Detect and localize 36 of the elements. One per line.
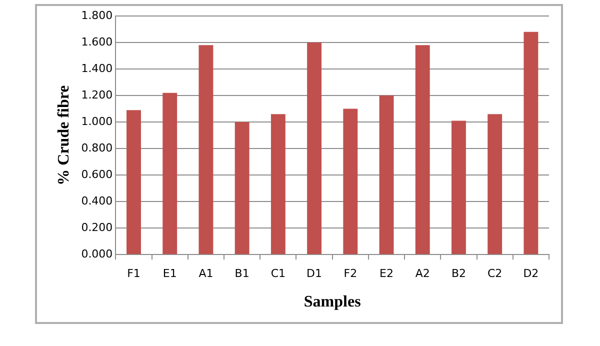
y-tick-label: 0.600 (81, 168, 113, 181)
x-tick-label: E2 (380, 267, 394, 280)
x-tick-label: B1 (234, 267, 250, 280)
x-tick-label: A1 (198, 267, 214, 280)
x-tick-label: E1 (162, 267, 177, 280)
bar (234, 122, 250, 254)
y-tick-label: 1.000 (81, 114, 113, 128)
x-tick-label: C2 (487, 267, 502, 280)
x-tick-label: D1 (306, 267, 322, 280)
x-tick-label: B2 (451, 267, 466, 280)
x-tick-label: D2 (523, 267, 539, 280)
y-tick-label: 0.000 (81, 247, 113, 260)
y-tick-label: 0.800 (81, 141, 113, 154)
y-tick-label: 1.200 (81, 88, 113, 102)
bar (379, 96, 394, 254)
y-tick-label: 0.200 (81, 220, 113, 234)
y-tick-label: 1.800 (81, 8, 113, 22)
y-tick-label: 1.400 (81, 62, 113, 75)
x-axis-title: Samples (304, 294, 361, 311)
bar (126, 110, 141, 254)
bar (162, 92, 178, 254)
y-tick-label: 0.400 (81, 194, 113, 208)
bar (307, 42, 322, 254)
x-tick-label: C1 (270, 267, 286, 280)
bar (524, 32, 538, 254)
bar (343, 108, 358, 254)
bar (270, 114, 286, 254)
bar (452, 120, 466, 254)
y-tick-label: 1.600 (81, 35, 113, 48)
bar (488, 114, 502, 254)
y-axis-title: % Crude fibre (56, 85, 73, 186)
bar (198, 45, 214, 254)
x-tick-label: F1 (127, 267, 140, 280)
x-tick-label: A2 (415, 267, 430, 280)
bar (415, 45, 430, 254)
x-tick-label: F2 (344, 267, 358, 280)
